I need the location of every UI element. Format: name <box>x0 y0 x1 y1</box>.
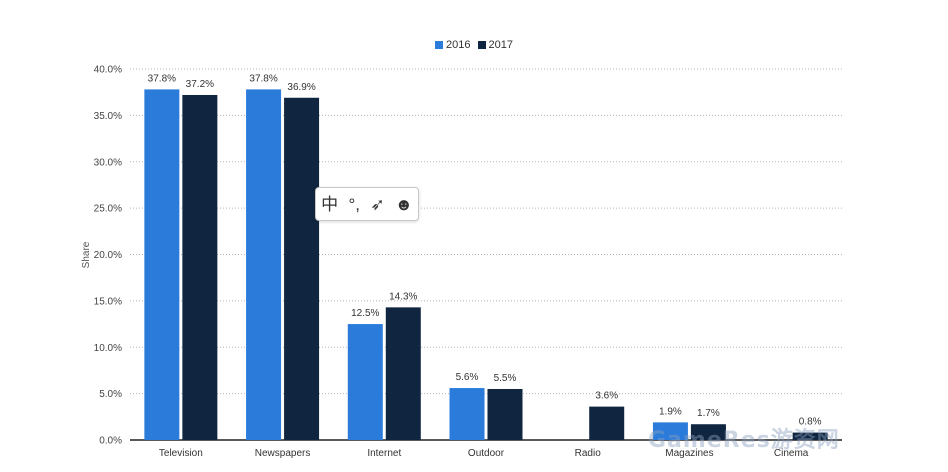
watermark: GameRes游资网 <box>648 428 840 453</box>
data-label: 5.5% <box>494 373 517 384</box>
y-tick-label: 0.0% <box>99 436 122 447</box>
data-label: 36.9% <box>287 82 315 93</box>
floating-toolbar: 中 °, ➶ ☻ <box>315 187 419 221</box>
data-label: 12.5% <box>351 308 379 319</box>
y-axis-label: Share <box>81 241 92 268</box>
x-tick-label: Cinema <box>774 448 809 459</box>
y-tick-label: 30.0% <box>94 157 122 168</box>
y-tick-label: 40.0% <box>94 65 122 76</box>
data-label: 1.9% <box>659 406 682 417</box>
bar-2016-television <box>144 89 180 440</box>
legend-item-2016[interactable]: 2016 <box>434 39 471 51</box>
y-tick-label: 10.0% <box>94 343 122 354</box>
data-label: 5.6% <box>456 372 479 383</box>
bar-2016-newspapers <box>246 89 282 440</box>
x-tick-label: Outdoor <box>468 448 505 459</box>
y-tick-label: 15.0% <box>94 296 122 307</box>
bar-2017-television <box>182 94 218 440</box>
bar-2017-radio <box>589 406 625 440</box>
mascot-icon[interactable]: ☻ <box>394 194 413 214</box>
data-label: 3.6% <box>595 391 618 402</box>
y-tick-label: 5.0% <box>99 389 122 400</box>
bar-2017-outdoor <box>487 388 523 440</box>
x-tick-label: Magazines <box>665 448 713 459</box>
bar-2017-newspapers <box>284 97 320 440</box>
legend-swatch-2017 <box>477 41 486 49</box>
legend-item-2017[interactable]: 2017 <box>477 39 514 51</box>
data-label: 37.8% <box>148 73 176 84</box>
legend-label-2016: 2016 <box>445 39 471 51</box>
bar-2016-internet <box>347 324 383 440</box>
x-tick-label: Internet <box>367 448 401 459</box>
bar-2017-cinema <box>792 432 828 440</box>
x-tick-label: Television <box>159 448 203 459</box>
bar-2017-magazines <box>690 424 726 440</box>
y-tick-label: 20.0% <box>94 250 122 261</box>
y-tick-label: 35.0% <box>94 111 122 122</box>
legend-swatch-2016 <box>434 41 443 49</box>
data-label: 37.8% <box>249 73 277 84</box>
legend: 2016 2017 <box>0 39 948 52</box>
data-label: 37.2% <box>186 79 214 90</box>
x-tick-label: Radio <box>575 448 602 459</box>
y-tick-label: 25.0% <box>94 204 122 215</box>
data-label: 0.8% <box>799 417 822 428</box>
quote-icon[interactable]: °, <box>348 194 361 214</box>
legend-label-2017: 2017 <box>488 39 514 51</box>
pin-icon[interactable]: ➶ <box>370 194 385 214</box>
book-icon[interactable]: 中 <box>321 194 339 214</box>
bar-2016-outdoor <box>449 388 485 440</box>
x-tick-label: Newspapers <box>255 448 311 459</box>
bar-2017-internet <box>385 307 421 440</box>
data-label: 14.3% <box>389 291 417 302</box>
bar-2016-magazines <box>652 422 688 440</box>
data-label: 1.7% <box>697 408 720 419</box>
